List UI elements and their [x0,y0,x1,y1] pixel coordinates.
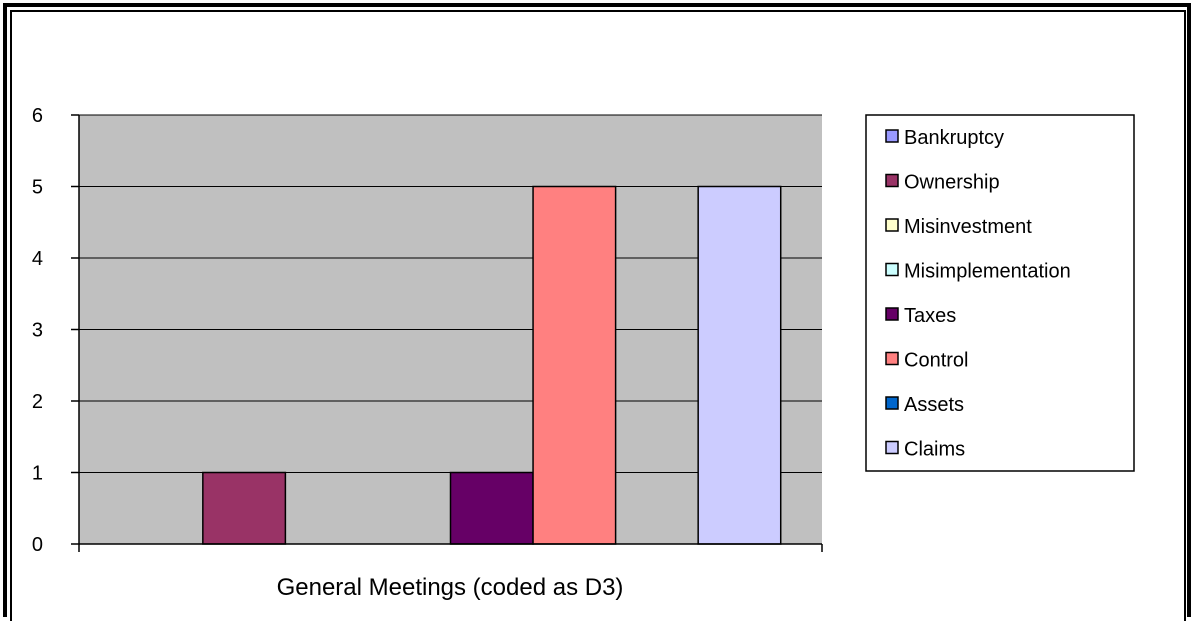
legend-swatch-ownership [885,173,899,188]
legend: Bankruptcy Ownership Misinvestment Misimple… [885,127,1071,461]
legend-label-bankruptcy: Bankruptcy [904,127,1004,149]
inner-frame [10,10,1186,621]
x-category-label: General Meetings (coded as D3) [277,574,624,601]
legend-label-assets: Assets [904,394,964,416]
legend-label-misimplementation: Misimplementation [904,261,1071,283]
legend-swatch-taxes [885,307,899,321]
y-ticks: 0 1 2 3 4 5 6 [32,105,79,556]
outer-frame [3,3,1191,617]
legend-box [865,114,1135,472]
y-tick-label: 5 [32,177,43,199]
legend-swatch-bankruptcy [885,129,899,143]
legend-label-ownership: Ownership [904,172,1000,194]
legend-swatch-claims [885,440,899,455]
legend-swatch-control [885,351,899,366]
y-tick-label: 2 [32,391,43,413]
bars [202,185,782,545]
y-tick-label: 6 [32,105,43,127]
y-tick-label: 4 [32,248,43,270]
legend-label-claims: Claims [904,439,965,461]
bar-control [532,185,617,545]
y-tick-label: 0 [32,534,43,556]
legend-label-misinvestment: Misinvestment [904,216,1032,238]
bar-claims [697,185,782,545]
legend-swatch-misinvestment [885,218,899,232]
legend-swatch-misimplementation [885,262,899,277]
legend-swatch-assets [885,396,899,410]
legend-label-control: Control [904,350,968,372]
bar-taxes [449,471,534,545]
y-tick-label: 3 [32,320,43,342]
y-tick-label: 1 [32,463,43,485]
bar-ownership [202,471,287,545]
legend-label-taxes: Taxes [904,305,956,327]
